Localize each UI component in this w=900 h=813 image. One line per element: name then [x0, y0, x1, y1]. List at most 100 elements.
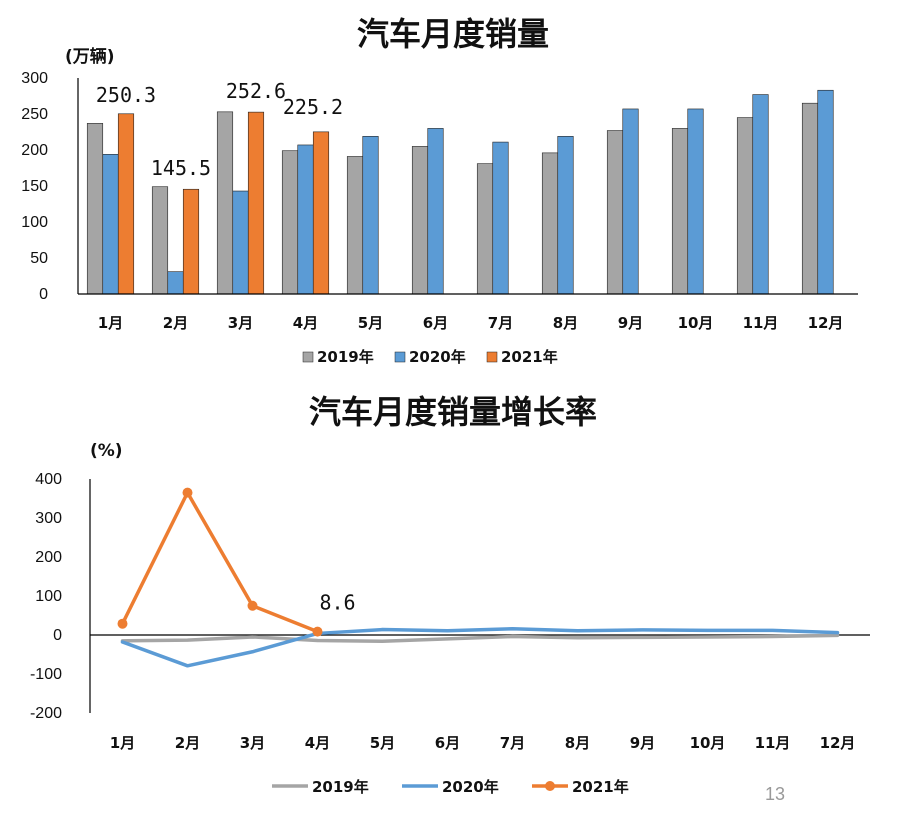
bar-chart-axes: [77, 78, 858, 295]
bar-chart: 汽车月度销量 (万辆) 0 50 100 150 200 250 300 1月 2月 3月 4月 5…: [21, 15, 858, 366]
data-point: [247, 600, 258, 611]
y-tick-label: 150: [21, 178, 48, 195]
legend-marker: [545, 781, 555, 791]
series-line: [120, 490, 320, 634]
y-tick-label: -200: [30, 705, 62, 722]
x-tick-label: 7月: [500, 734, 525, 752]
legend-swatch: [394, 351, 406, 363]
legend-label: 2020年: [409, 348, 466, 366]
legend-label: 2019年: [317, 348, 374, 366]
y-tick-label: 50: [30, 250, 48, 267]
y-tick-label: 250: [21, 106, 48, 123]
data-label: 8.6: [319, 591, 355, 615]
bar: [216, 111, 234, 295]
line-chart-title: 汽车月度销量增长率: [309, 393, 597, 431]
line-chart-unit-label: (%): [90, 441, 123, 461]
y-tick-label: 200: [35, 549, 62, 566]
legend-swatch: [486, 351, 498, 363]
x-tick-label: 9月: [618, 314, 643, 332]
x-tick-label: 6月: [423, 314, 448, 332]
legend-swatch: [302, 351, 314, 363]
y-tick-label: 400: [35, 471, 62, 488]
x-tick-label: 6月: [435, 734, 460, 752]
bar: [476, 163, 494, 295]
x-tick-label: 8月: [553, 314, 578, 332]
bar: [411, 146, 429, 295]
x-tick-label: 1月: [98, 314, 123, 332]
series-line: [120, 627, 840, 668]
x-tick-label: 9月: [630, 734, 655, 752]
bar: [801, 102, 819, 295]
series-line: [120, 633, 840, 643]
bar: [427, 128, 444, 295]
line-chart-y-ticks: -200 -100 0 100 200 300 400: [30, 471, 62, 722]
bar-chart-categories: 1月 2月 3月 4月 5月 6月 7月 8月 9月 10月 11月 12月: [98, 314, 844, 332]
x-tick-label: 8月: [565, 734, 590, 752]
y-tick-label: -100: [30, 666, 62, 683]
y-tick-label: 100: [21, 214, 48, 231]
bar: [362, 136, 379, 295]
x-tick-label: 5月: [370, 734, 395, 752]
y-tick-label: 200: [21, 142, 48, 159]
bar: [86, 123, 104, 295]
data-label: 145.5: [151, 156, 211, 180]
bar: [557, 136, 574, 295]
data-point: [117, 618, 128, 629]
bar: [117, 113, 135, 295]
bar: [541, 152, 559, 295]
bar: [102, 154, 119, 295]
bar: [167, 271, 184, 295]
data-label: 225.2: [283, 95, 343, 119]
bar: [182, 188, 200, 295]
x-tick-label: 4月: [293, 314, 318, 332]
x-tick-label: 11月: [743, 314, 779, 332]
x-tick-label: 10月: [690, 734, 726, 752]
bar: [346, 156, 364, 295]
legend-label: 2020年: [442, 778, 499, 796]
bar: [817, 89, 834, 295]
bar: [232, 190, 249, 295]
page-number: 13: [765, 784, 785, 804]
legend-label: 2019年: [312, 778, 369, 796]
line-chart-categories: 1月 2月 3月 4月 5月 6月 7月 8月 9月 10月 11月 12月: [110, 734, 856, 752]
x-tick-label: 2月: [175, 734, 200, 752]
x-tick-label: 12月: [820, 734, 856, 752]
data-label: 250.3: [96, 83, 156, 107]
x-tick-label: 2月: [163, 314, 188, 332]
x-tick-label: 7月: [488, 314, 513, 332]
y-tick-label: 100: [35, 588, 62, 605]
bar: [492, 141, 509, 295]
bar: [606, 130, 624, 295]
x-tick-label: 1月: [110, 734, 135, 752]
x-tick-label: 4月: [305, 734, 330, 752]
bar: [281, 150, 299, 295]
y-tick-label: 0: [53, 627, 62, 644]
bar-chart-legend: 2019年 2020年 2021年: [302, 348, 558, 366]
line-chart-axes: [89, 479, 870, 713]
x-tick-label: 11月: [755, 734, 791, 752]
legend-label: 2021年: [572, 778, 629, 796]
x-tick-label: 10月: [678, 314, 714, 332]
bar: [736, 117, 754, 295]
legend-label: 2021年: [501, 348, 558, 366]
line-chart-lines: [117, 487, 840, 668]
bar: [752, 94, 769, 295]
bar: [312, 131, 330, 295]
bar: [622, 108, 639, 295]
data-point: [312, 626, 323, 637]
line-chart: 汽车月度销量增长率 (%) -200 -100 0 100 200 300 400 1月 2月…: [30, 393, 870, 796]
y-tick-label: 0: [39, 286, 48, 303]
bar-chart-unit-label: (万辆): [65, 46, 115, 67]
x-tick-label: 12月: [808, 314, 844, 332]
bar-chart-title: 汽车月度销量: [357, 15, 549, 53]
x-tick-label: 3月: [240, 734, 265, 752]
bar: [671, 128, 689, 295]
line-chart-legend: 2019年 2020年 2021年: [272, 778, 629, 796]
data-label: 252.6: [226, 79, 286, 103]
data-point: [182, 487, 193, 498]
x-tick-label: 5月: [358, 314, 383, 332]
line-chart-data-labels: 8.6: [319, 591, 355, 615]
bar: [687, 108, 704, 295]
